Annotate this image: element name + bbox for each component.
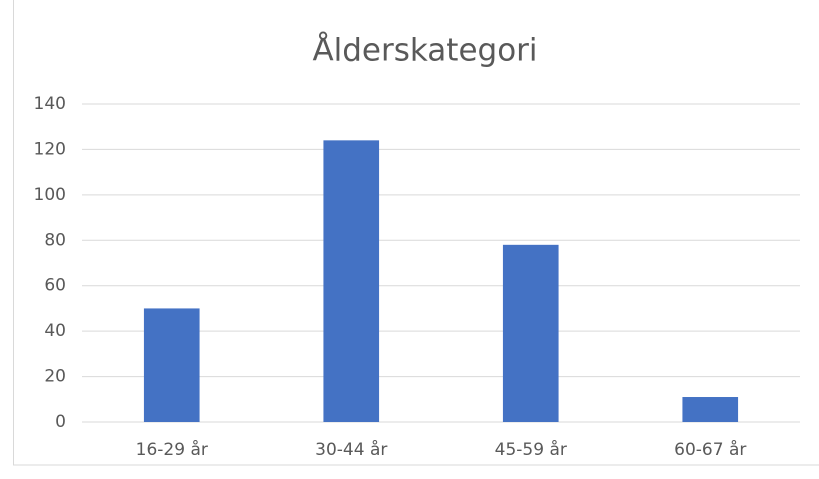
bar [682, 397, 739, 422]
x-tick-label: 60-67 år [674, 439, 746, 460]
bar [502, 244, 559, 422]
y-tick-label: 0 [55, 412, 66, 432]
y-tick-label: 140 [34, 94, 66, 114]
bar [143, 308, 200, 422]
chart-title: Ålderskategori [312, 33, 537, 69]
y-tick-label: 40 [44, 321, 66, 341]
y-tick-label: 80 [44, 230, 66, 250]
x-tick-label: 30-44 år [315, 439, 387, 460]
chart-border [13, 0, 819, 466]
y-tick-label: 100 [34, 185, 66, 205]
x-tick-label: 16-29 år [136, 439, 208, 460]
x-tick-label: 45-59 år [495, 439, 567, 460]
y-tick-label: 60 [44, 276, 66, 296]
y-tick-label: 20 [44, 367, 66, 387]
bar [323, 140, 380, 423]
y-tick-label: 120 [34, 139, 66, 159]
